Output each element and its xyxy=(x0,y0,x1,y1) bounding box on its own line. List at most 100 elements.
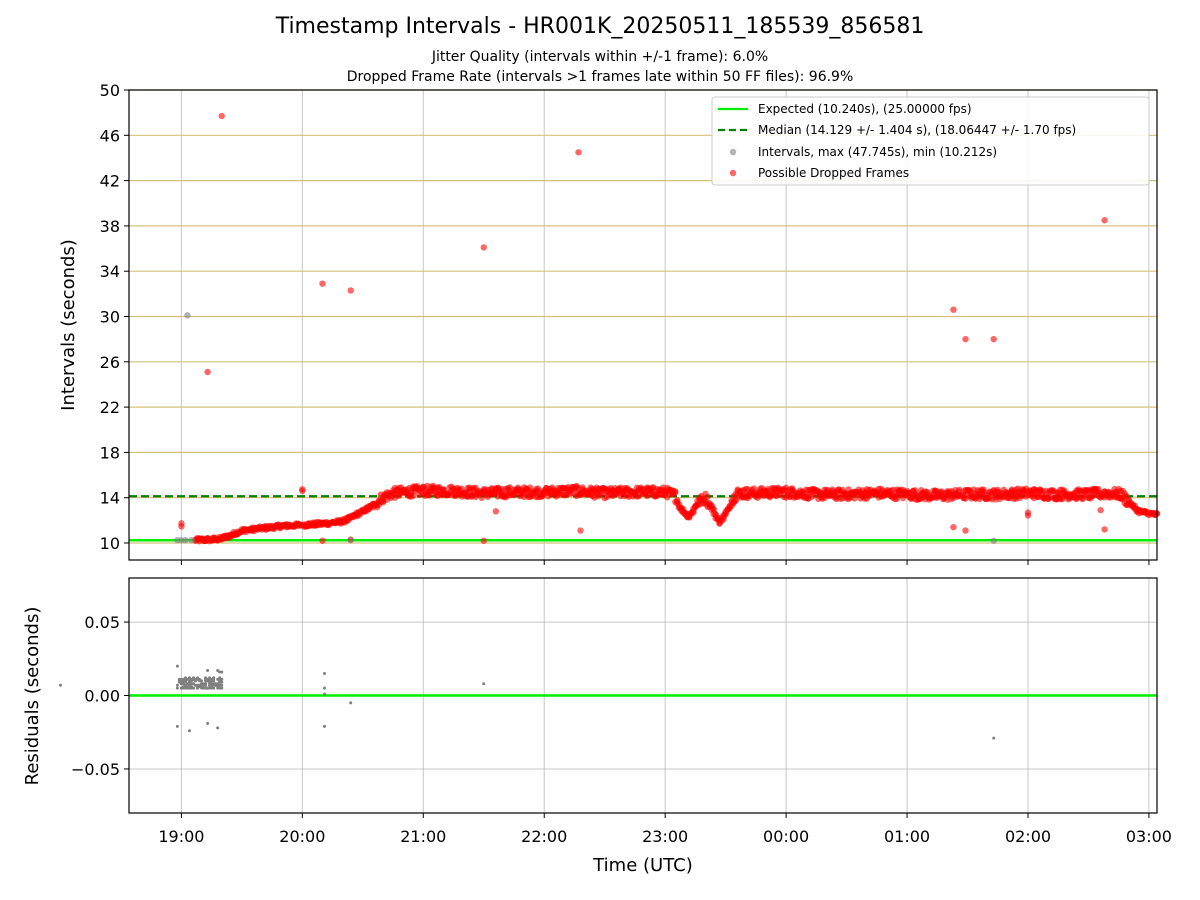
x-tick-label: 01:00 xyxy=(884,827,930,846)
residual-point xyxy=(992,736,996,740)
residual-point xyxy=(482,682,486,686)
legend-median-label: Median (14.129 +/- 1.404 s), (18.06447 +… xyxy=(758,123,1076,137)
dropped-frame-point xyxy=(782,494,790,501)
residual-point xyxy=(189,679,193,683)
dropped-frame-point xyxy=(704,493,711,501)
residual-point xyxy=(206,677,210,681)
residual-point xyxy=(187,682,191,686)
x-tick-label: 00:00 xyxy=(763,827,809,846)
top-y-tick-label: 46 xyxy=(100,126,120,145)
top-reference-lines xyxy=(129,495,1157,542)
top-y-tick-label: 38 xyxy=(100,217,120,236)
top-y-tick-label: 10 xyxy=(100,534,120,553)
top-y-tick-label: 30 xyxy=(100,308,120,327)
dropped-frame-point xyxy=(903,487,911,495)
dropped-frame-point xyxy=(1059,495,1066,503)
dropped-frame-point xyxy=(893,495,901,502)
dropped-frame-outlier xyxy=(319,537,326,544)
residual-point xyxy=(200,682,204,686)
dropped-frame-outlier xyxy=(962,527,969,534)
interval-point xyxy=(347,536,354,544)
residual-point xyxy=(187,729,191,733)
residual-point xyxy=(218,680,222,684)
residual-point xyxy=(323,692,327,696)
x-tick-label: 22:00 xyxy=(521,827,567,846)
top-axes: 10 14 18 22 26 30 34 38 42 46 50 xyxy=(100,81,1150,565)
dropped-frame-point xyxy=(732,496,739,503)
bottom-y-tick-label: 0.05 xyxy=(84,613,120,632)
residual-point xyxy=(204,682,208,686)
dropped-frame-outlier xyxy=(1097,506,1104,514)
legend-intervals-label: Intervals, max (47.745s), min (10.212s) xyxy=(758,145,997,159)
residual-point xyxy=(181,682,185,686)
jitter-quality-subtitle: Jitter Quality (intervals within +/-1 fr… xyxy=(431,49,769,65)
dropped-frame-outlier xyxy=(480,537,487,544)
legend-dropped-swatch xyxy=(729,169,737,177)
bottom-axes: 0.05 0.00 −0.05 19:00 20:00 21:00 22:00 23:00 00… xyxy=(71,613,1172,846)
dropped-frame-point xyxy=(178,520,185,527)
dropped-frame-point xyxy=(420,490,427,498)
legend: Expected (10.240s), (25.00000 fps) Media… xyxy=(711,96,1150,186)
residual-point xyxy=(349,701,353,705)
x-tick-label: 02:00 xyxy=(1005,827,1051,846)
top-plot-frame xyxy=(128,89,1158,561)
x-tick-label: 21:00 xyxy=(400,827,446,846)
residual-point xyxy=(198,679,202,683)
legend-dropped-label: Possible Dropped Frames xyxy=(758,166,909,180)
dropped-frame-outlier xyxy=(577,527,584,534)
dropped-frame-point xyxy=(420,483,427,491)
x-tick-label: 03:00 xyxy=(1126,827,1172,846)
residual-point xyxy=(323,724,327,728)
top-y-tick-label: 50 xyxy=(100,81,120,100)
residual-point xyxy=(177,680,181,684)
top-y-tick-label: 26 xyxy=(100,353,120,372)
top-y-tick-label: 14 xyxy=(100,489,120,508)
residual-point xyxy=(204,686,208,690)
residual-point xyxy=(212,679,216,683)
figure-title: Timestamp Intervals - HR001K_20250511_18… xyxy=(275,14,925,39)
dropped-frame-outlier xyxy=(218,112,225,120)
dropped-frame-outlier xyxy=(204,368,211,376)
residual-point xyxy=(192,682,196,686)
legend-intervals-swatch xyxy=(729,148,737,156)
dropped-frame-outlier xyxy=(950,523,957,531)
dropped-frame-point xyxy=(526,484,534,491)
dropped-frame-subtitle: Dropped Frame Rate (intervals >1 frames … xyxy=(346,69,854,85)
residual-point xyxy=(58,683,62,687)
x-tick-label: 20:00 xyxy=(279,827,325,846)
bottom-y-axis-label: Residuals (seconds) xyxy=(22,607,43,786)
top-y-tick-label: 34 xyxy=(100,262,120,281)
top-y-tick-label: 22 xyxy=(100,398,120,417)
bottom-y-tick-label: −0.05 xyxy=(71,760,120,779)
interval-point xyxy=(184,312,191,319)
residual-point xyxy=(183,686,187,690)
dropped-frame-outlier xyxy=(575,149,582,156)
dropped-frame-point xyxy=(672,488,679,495)
residual-point xyxy=(212,683,216,687)
interval-point xyxy=(990,537,997,544)
dropped-frame-point xyxy=(1079,495,1086,503)
interval-point xyxy=(188,536,195,544)
dropped-frame-outlier xyxy=(950,306,957,313)
top-y-tick-label: 42 xyxy=(100,172,120,191)
dropped-frame-outlier xyxy=(480,244,487,251)
bottom-points xyxy=(58,664,996,740)
residual-point xyxy=(200,685,204,689)
residual-point xyxy=(187,676,191,680)
dropped-frame-outlier xyxy=(492,508,500,515)
dropped-frame-outlier xyxy=(990,335,997,343)
residual-point xyxy=(218,686,222,690)
residual-point xyxy=(208,680,212,684)
x-tick-label: 19:00 xyxy=(158,827,204,846)
legend-box xyxy=(711,96,1150,186)
residual-point xyxy=(206,669,210,673)
residual-point xyxy=(220,670,224,674)
residual-point xyxy=(323,686,327,690)
residual-point xyxy=(192,686,196,690)
dropped-frame-point xyxy=(1089,493,1096,500)
residual-point xyxy=(175,686,179,690)
residual-point xyxy=(177,677,181,681)
legend-expected-label: Expected (10.240s), (25.00000 fps) xyxy=(758,102,972,116)
residual-point xyxy=(206,721,210,725)
